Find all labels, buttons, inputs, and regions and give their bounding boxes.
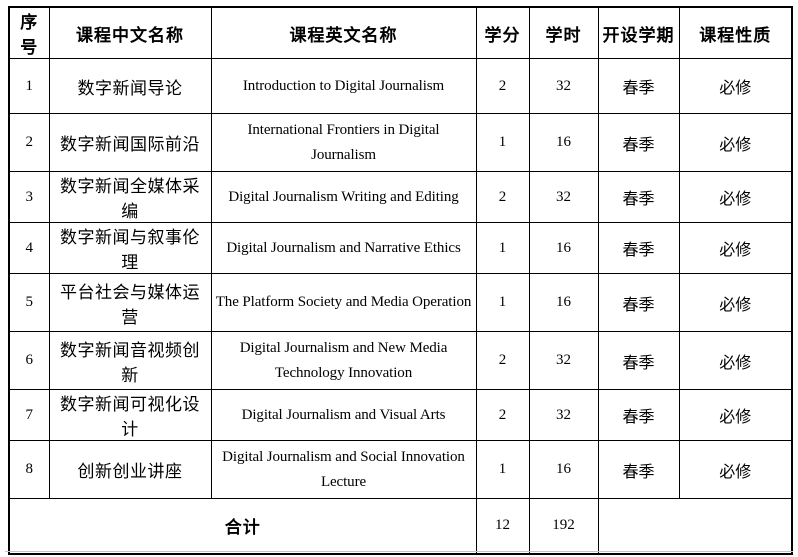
cell-course-nature: 必修 — [678, 440, 793, 499]
cell-credits: 1 — [475, 273, 530, 332]
cell-course-nature: 必修 — [678, 331, 793, 390]
header-cell-hours: 学时 — [528, 6, 599, 59]
table-header-row: 序号 课程中文名称 课程英文名称 学分 学时 开设学期 课程性质 — [8, 6, 793, 59]
cell-index: 3 — [8, 171, 50, 223]
cell-course-name-en: Digital Journalism and Visual Arts — [210, 389, 477, 441]
cell-hours: 16 — [528, 440, 599, 499]
cell-course-name-cn: 创新创业讲座 — [48, 440, 212, 499]
header-cell-course-name-en: 课程英文名称 — [210, 6, 477, 59]
cell-semester: 春季 — [597, 331, 680, 390]
header-cell-index: 序号 — [8, 6, 50, 59]
cell-hours: 16 — [528, 222, 599, 274]
cell-course-nature: 必修 — [678, 171, 793, 223]
cell-course-name-en: The Platform Society and Media Operation — [210, 273, 477, 332]
table-row: 2 数字新闻国际前沿 International Frontiers in Di… — [8, 113, 793, 172]
cell-hours: 32 — [528, 171, 599, 223]
cell-semester: 春季 — [597, 171, 680, 223]
cell-semester: 春季 — [597, 273, 680, 332]
cell-semester: 春季 — [597, 58, 680, 114]
cell-course-name-cn: 数字新闻导论 — [48, 58, 212, 114]
total-credits: 12 — [475, 498, 530, 554]
table-row: 5 平台社会与媒体运营 The Platform Society and Med… — [8, 273, 793, 332]
cell-course-nature: 必修 — [678, 113, 793, 172]
cell-hours: 16 — [528, 113, 599, 172]
header-cell-course-nature: 课程性质 — [678, 6, 793, 59]
table-row: 1 数字新闻导论 Introduction to Digital Journal… — [8, 58, 793, 114]
table-row: 3 数字新闻全媒体采编 Digital Journalism Writing a… — [8, 171, 793, 223]
cell-course-name-en: Introduction to Digital Journalism — [210, 58, 477, 114]
cell-hours: 32 — [528, 58, 599, 114]
cell-index: 7 — [8, 389, 50, 441]
table-total-row: 合计 12 192 — [8, 498, 793, 554]
cell-course-name-en: International Frontiers in Digital Journ… — [210, 113, 477, 172]
cell-semester: 春季 — [597, 222, 680, 274]
total-label: 合计 — [8, 498, 477, 554]
cell-index: 5 — [8, 273, 50, 332]
cell-course-nature: 必修 — [678, 58, 793, 114]
cell-hours: 16 — [528, 273, 599, 332]
cell-course-name-cn: 数字新闻可视化设计 — [48, 389, 212, 441]
cell-index: 8 — [8, 440, 50, 499]
cell-course-name-en: Digital Journalism Writing and Editing — [210, 171, 477, 223]
cell-semester: 春季 — [597, 440, 680, 499]
cell-index: 4 — [8, 222, 50, 274]
bottom-divider — [5, 551, 793, 552]
table-row: 6 数字新闻音视频创新 Digital Journalism and New M… — [8, 331, 793, 390]
cell-semester: 春季 — [597, 389, 680, 441]
cell-course-name-en: Digital Journalism and Narrative Ethics — [210, 222, 477, 274]
header-cell-semester: 开设学期 — [597, 6, 680, 59]
cell-credits: 2 — [475, 331, 530, 390]
cell-course-name-cn: 数字新闻国际前沿 — [48, 113, 212, 172]
total-empty-cell — [597, 498, 793, 554]
header-cell-credits: 学分 — [475, 6, 530, 59]
cell-credits: 2 — [475, 171, 530, 223]
cell-course-name-en: Digital Journalism and New Media Technol… — [210, 331, 477, 390]
cell-credits: 2 — [475, 389, 530, 441]
table-row: 4 数字新闻与叙事伦理 Digital Journalism and Narra… — [8, 222, 793, 274]
cell-course-nature: 必修 — [678, 273, 793, 332]
header-cell-course-name-cn: 课程中文名称 — [48, 6, 212, 59]
cell-index: 1 — [8, 58, 50, 114]
cell-course-name-cn: 平台社会与媒体运营 — [48, 273, 212, 332]
cell-course-name-cn: 数字新闻与叙事伦理 — [48, 222, 212, 274]
total-hours: 192 — [528, 498, 599, 554]
cell-index: 2 — [8, 113, 50, 172]
cell-credits: 1 — [475, 113, 530, 172]
cell-hours: 32 — [528, 331, 599, 390]
course-table: 序号 课程中文名称 课程英文名称 学分 学时 开设学期 课程性质 1 数字新闻导… — [8, 6, 793, 555]
cell-course-name-cn: 数字新闻音视频创新 — [48, 331, 212, 390]
table-row: 7 数字新闻可视化设计 Digital Journalism and Visua… — [8, 389, 793, 441]
table-row: 8 创新创业讲座 Digital Journalism and Social I… — [8, 440, 793, 499]
cell-credits: 1 — [475, 222, 530, 274]
cell-course-nature: 必修 — [678, 389, 793, 441]
cell-hours: 32 — [528, 389, 599, 441]
cell-credits: 1 — [475, 440, 530, 499]
cell-course-name-en: Digital Journalism and Social Innovation… — [210, 440, 477, 499]
cell-semester: 春季 — [597, 113, 680, 172]
cell-index: 6 — [8, 331, 50, 390]
cell-course-name-cn: 数字新闻全媒体采编 — [48, 171, 212, 223]
cell-credits: 2 — [475, 58, 530, 114]
cell-course-nature: 必修 — [678, 222, 793, 274]
